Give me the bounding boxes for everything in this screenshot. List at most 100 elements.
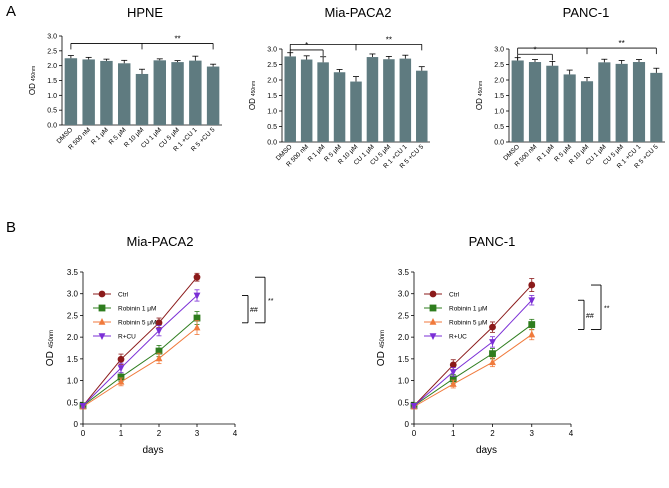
x-tick-label: 4: [233, 429, 238, 438]
data-point: [155, 354, 163, 362]
x-category-label: R 1 μM: [90, 126, 110, 146]
legend-label: Robinin 1 μM: [118, 306, 156, 313]
series-line: [413, 334, 533, 408]
y-tick-label: 2.0: [67, 333, 79, 342]
bar-chart-mia-paca2: Mia-PACA20.00.51.01.52.02.53.0OD450nmDMS…: [248, 5, 430, 170]
legend-label: Robinin 1 μM: [449, 306, 487, 313]
y-tick-label: 1.0: [398, 377, 410, 386]
significance-label: *: [533, 45, 536, 54]
bar: [383, 59, 395, 143]
legend-label: Ctrl: [449, 292, 460, 299]
y-tick-label: 1.0: [67, 377, 79, 386]
y-tick-label: 3.0: [67, 290, 79, 299]
bar: [399, 58, 412, 142]
data-point: [429, 304, 437, 312]
bar: [350, 81, 362, 142]
bar: [546, 65, 559, 142]
data-point: [449, 380, 457, 387]
data-point: [429, 290, 437, 298]
legend-label: R+UC: [449, 334, 467, 341]
y-tick-label: 3.5: [67, 268, 79, 277]
data-point: [528, 321, 536, 328]
data-point: [117, 355, 125, 363]
y-tick-label: 0.5: [494, 124, 504, 131]
y-tick-label: 0.5: [398, 398, 410, 407]
bar: [632, 62, 646, 142]
significance-label: **: [619, 39, 625, 48]
y-tick-label: 1.5: [398, 355, 410, 364]
data-point: [117, 377, 125, 385]
y-axis-label-sub: 450nm: [251, 81, 257, 96]
data-point: [117, 365, 125, 372]
x-axis-label: days: [476, 445, 497, 456]
data-point: [429, 318, 437, 325]
bar: [100, 60, 113, 125]
data-point: [489, 339, 496, 346]
y-tick-label: 3.0: [267, 47, 277, 54]
significance-label: **: [604, 305, 610, 312]
x-tick-label: 2: [157, 429, 162, 438]
y-axis-label: OD 450nm: [475, 81, 484, 110]
y-tick-label: 2.5: [494, 62, 504, 69]
series-line: [413, 299, 533, 407]
y-axis-label-sub: 450nm: [49, 330, 55, 348]
bar: [528, 62, 542, 142]
y-tick-label: 0: [74, 420, 79, 429]
significance-label: **: [386, 35, 392, 44]
panel-label-b: B: [6, 219, 16, 236]
y-tick-label: 1.5: [267, 93, 277, 100]
chart-title: Mia-PACA2: [127, 234, 194, 249]
y-tick-label: 2.0: [494, 78, 504, 85]
y-tick-label: 1.5: [47, 78, 57, 85]
bar: [615, 63, 628, 142]
series-line: [82, 276, 198, 407]
y-axis-label: OD 450nm: [28, 66, 37, 95]
data-point: [429, 333, 437, 340]
legend-label: Ctrl: [118, 292, 129, 299]
x-tick-label: 3: [530, 429, 535, 438]
x-tick-label: 3: [195, 429, 200, 438]
y-axis-label: OD 450nm: [248, 81, 257, 110]
significance-label: ##: [586, 313, 594, 320]
x-category-label: R 1 μM: [307, 143, 327, 163]
x-tick-label: 2: [490, 429, 495, 438]
bar: [511, 60, 524, 142]
data-point: [98, 333, 106, 340]
significance-label: ##: [250, 307, 258, 314]
y-tick-label: 0.5: [67, 398, 79, 407]
data-point: [489, 350, 496, 358]
data-point: [193, 292, 201, 300]
x-tick-label: 0: [81, 429, 86, 438]
y-tick-label: 1.5: [67, 355, 79, 364]
y-tick-label: 0: [405, 420, 410, 429]
y-tick-label: 2.0: [398, 333, 410, 342]
y-tick-label: 3.0: [47, 34, 57, 41]
y-axis-label-main: OD: [475, 98, 484, 110]
legend-label: R+CU: [118, 334, 136, 341]
bar: [333, 72, 346, 142]
data-point: [489, 358, 496, 366]
y-tick-label: 2.5: [47, 48, 57, 55]
bar-chart-panc-1: PANC-10.00.51.01.52.02.53.0OD450nmDMSOR …: [475, 5, 665, 170]
chart-title: PANC-1: [563, 5, 610, 20]
series-line: [413, 324, 533, 407]
chart-title: Mia-PACA2: [325, 5, 392, 20]
y-tick-label: 2.5: [267, 62, 277, 69]
y-tick-label: 3.0: [398, 290, 410, 299]
x-tick-label: 0: [412, 429, 417, 438]
series-line: [82, 317, 198, 407]
line-chart-mia-paca2: Mia-PACA2 0 0.5 1.0 1.5 2.0 2.5 3.0 3.5 0 1 2 3 4 days…: [45, 234, 274, 456]
y-tick-label: 1.0: [494, 109, 504, 116]
legend-label: Robinin 5 μM: [449, 320, 487, 327]
data-point: [98, 290, 106, 298]
y-tick-label: 1.0: [267, 109, 277, 116]
data-point: [155, 327, 163, 335]
data-point: [193, 323, 201, 331]
data-point: [528, 297, 536, 305]
bar: [118, 63, 131, 125]
significance-label: *: [305, 41, 308, 50]
y-tick-label: 2.5: [398, 311, 410, 320]
panel-label-a: A: [6, 3, 16, 20]
